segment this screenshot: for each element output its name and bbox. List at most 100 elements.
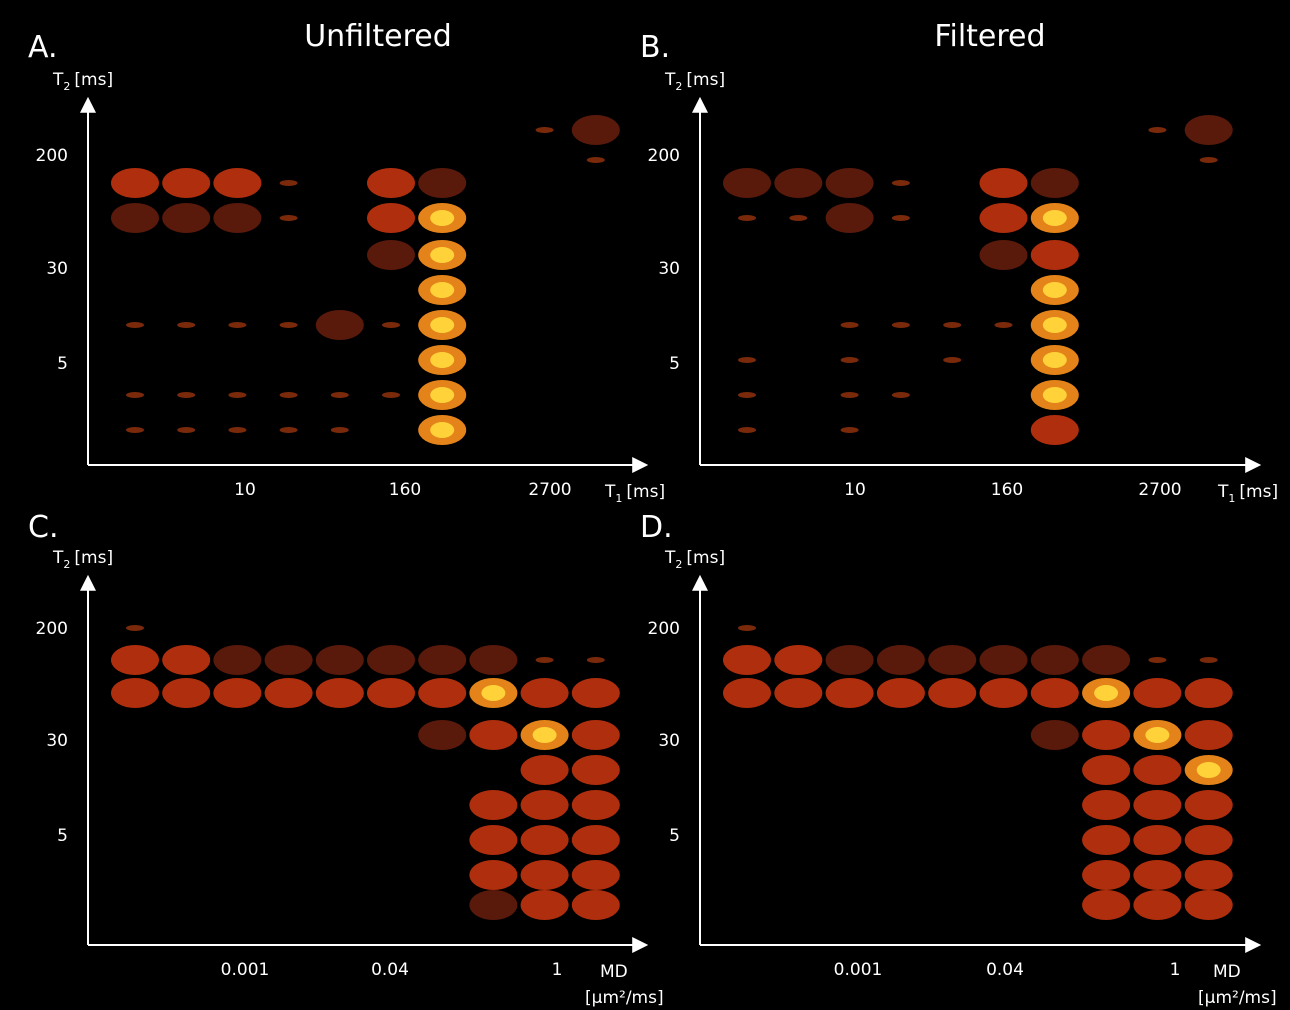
brain-slice bbox=[469, 720, 518, 750]
y-axis-unit: [ms] bbox=[686, 70, 725, 90]
brain-slice bbox=[825, 203, 874, 233]
x-axis-label: T1 [ms] bbox=[604, 482, 665, 505]
brain-slice bbox=[469, 790, 518, 820]
signal-spot bbox=[279, 322, 298, 328]
signal-spot bbox=[279, 427, 298, 433]
brain-slice bbox=[469, 645, 518, 675]
panel-letter: C. bbox=[28, 510, 58, 545]
signal-spot bbox=[228, 322, 247, 328]
brain-highlight bbox=[430, 317, 455, 333]
signal-spot bbox=[1199, 157, 1218, 163]
brain-slice bbox=[111, 678, 159, 708]
y-tick-label: 200 bbox=[648, 619, 680, 639]
signal-spot bbox=[126, 625, 144, 631]
x-tick-label: 2700 bbox=[528, 480, 571, 500]
x-tick-label: 0.04 bbox=[986, 960, 1024, 980]
signal-spot bbox=[943, 357, 962, 363]
y-axis-unit: [ms] bbox=[74, 548, 113, 568]
brain-slice bbox=[1082, 860, 1131, 890]
panel-letter: B. bbox=[640, 30, 670, 65]
x-axis-label: MD bbox=[1213, 962, 1241, 982]
brain-highlight bbox=[532, 727, 557, 743]
brain-slice bbox=[1184, 890, 1233, 920]
brain-highlight bbox=[481, 685, 506, 701]
brain-slice bbox=[418, 645, 467, 675]
y-tick-label: 200 bbox=[36, 146, 68, 166]
signal-spot bbox=[279, 180, 298, 186]
brain-slice bbox=[162, 645, 211, 675]
signal-spot bbox=[279, 215, 298, 221]
brain-highlight bbox=[430, 352, 455, 368]
y-axis-label: T2 [ms] bbox=[664, 548, 725, 571]
brain-slice bbox=[571, 825, 620, 855]
brain-slice bbox=[1082, 790, 1131, 820]
brain-slice bbox=[367, 678, 415, 708]
y-axis-symbol: T bbox=[664, 70, 676, 90]
y-axis-label: T2 [ms] bbox=[52, 70, 113, 93]
brain-slice bbox=[979, 678, 1028, 708]
brain-highlight bbox=[1042, 210, 1067, 226]
brain-slice bbox=[1184, 825, 1233, 855]
brain-slice bbox=[876, 678, 925, 708]
brain-slice bbox=[928, 678, 977, 708]
brain-slice bbox=[1030, 240, 1079, 270]
brain-slice bbox=[825, 678, 874, 708]
brain-slice bbox=[264, 645, 313, 675]
brain-slice bbox=[1133, 790, 1182, 820]
brain-slice bbox=[1030, 168, 1079, 198]
brain-highlight bbox=[1042, 352, 1067, 368]
x-tick-label: 0.001 bbox=[834, 960, 883, 980]
x-tick-label: 160 bbox=[389, 480, 421, 500]
y-tick-label: 30 bbox=[46, 259, 68, 279]
brain-slice bbox=[111, 168, 159, 198]
brain-slice bbox=[774, 168, 823, 198]
brain-highlight bbox=[1145, 727, 1170, 743]
brain-slice bbox=[571, 115, 620, 145]
brain-slice bbox=[1030, 720, 1079, 750]
brain-slice bbox=[418, 168, 467, 198]
signal-spot bbox=[789, 215, 808, 221]
brain-slice bbox=[418, 678, 467, 708]
brain-slice bbox=[1133, 678, 1182, 708]
x-tick-label: 1 bbox=[1170, 960, 1181, 980]
panel-title: Unfiltered bbox=[304, 19, 452, 54]
brain-slice bbox=[571, 678, 620, 708]
x-axis-label: T1 [ms] bbox=[1217, 482, 1278, 505]
signal-spot bbox=[586, 157, 605, 163]
y-tick-label: 30 bbox=[658, 731, 680, 751]
y-tick-label: 30 bbox=[658, 259, 680, 279]
brain-slice bbox=[723, 678, 771, 708]
signal-spot bbox=[177, 427, 196, 433]
brain-slice bbox=[723, 168, 771, 198]
brain-slice bbox=[367, 168, 415, 198]
signal-spot bbox=[382, 392, 400, 398]
brain-slice bbox=[1082, 720, 1131, 750]
brain-slice bbox=[367, 203, 415, 233]
brain-slice bbox=[571, 790, 620, 820]
brain-slice bbox=[1030, 645, 1079, 675]
brain-highlight bbox=[1042, 282, 1067, 298]
signal-spot bbox=[840, 427, 859, 433]
signal-spot bbox=[891, 322, 910, 328]
brain-slice bbox=[315, 678, 364, 708]
brain-slice bbox=[1184, 115, 1233, 145]
brain-slice bbox=[571, 890, 620, 920]
signal-spot bbox=[330, 427, 349, 433]
signal-spot bbox=[738, 215, 756, 221]
y-axis-label: T2 [ms] bbox=[664, 70, 725, 93]
brain-slice bbox=[520, 678, 569, 708]
signal-spot bbox=[738, 392, 756, 398]
brain-slice bbox=[1133, 860, 1182, 890]
y-tick-label: 5 bbox=[669, 826, 680, 846]
brain-highlight bbox=[1042, 317, 1067, 333]
y-tick-label: 5 bbox=[57, 354, 68, 374]
brain-slice bbox=[162, 168, 211, 198]
signal-spot bbox=[126, 322, 144, 328]
brain-slice bbox=[213, 168, 262, 198]
brain-slice bbox=[315, 310, 364, 340]
signal-spot bbox=[840, 392, 859, 398]
x-axis-label: MD bbox=[600, 962, 628, 982]
y-axis-subscript: 2 bbox=[675, 558, 682, 571]
signal-spot bbox=[738, 357, 756, 363]
